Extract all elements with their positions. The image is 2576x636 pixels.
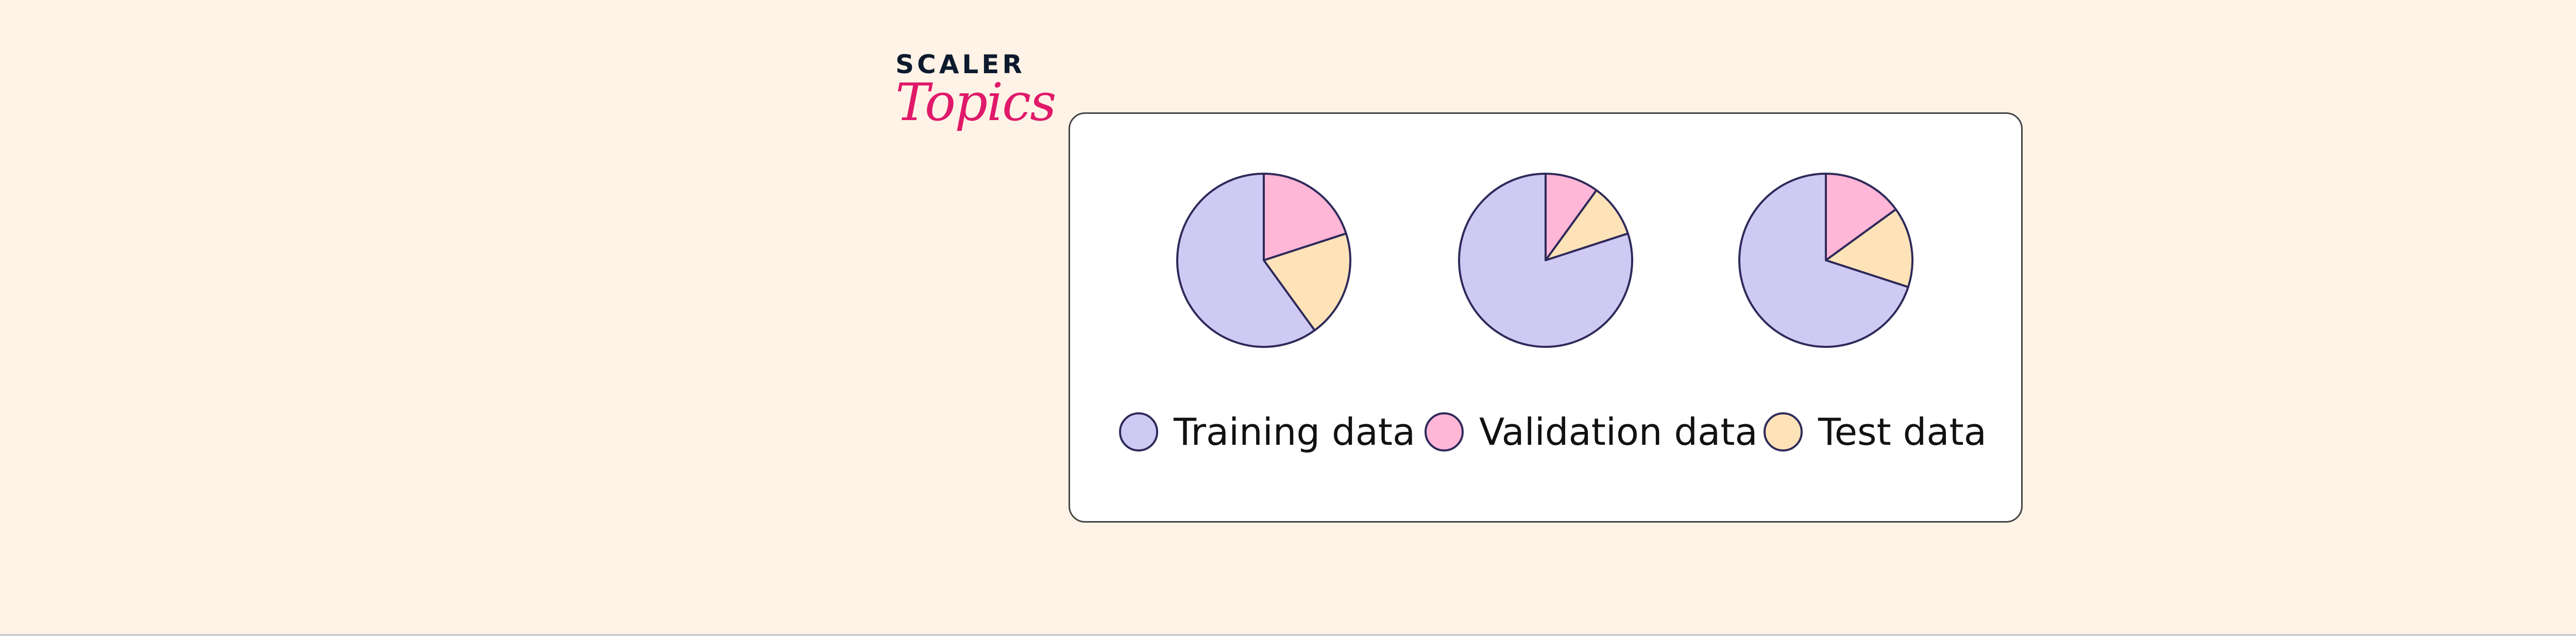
- legend-item-test: Test data: [1764, 406, 1987, 458]
- pie-slice-validation-data: [1545, 173, 1598, 261]
- pie-slice-test-data: [1545, 189, 1629, 261]
- pie-slice-test-data: [1263, 232, 1351, 331]
- legend-label: Validation data: [1479, 410, 1758, 454]
- logo-scaler-text: SCALER: [895, 49, 1025, 79]
- legend-item-training: Training data: [1119, 406, 1415, 458]
- pie-slice-validation-data: [1825, 173, 1897, 261]
- pie-chart-1: [1176, 173, 1351, 348]
- pie-chart-2: [1458, 173, 1634, 348]
- legend-swatch-test: [1764, 412, 1803, 451]
- legend-item-validation: Validation data: [1425, 406, 1758, 458]
- pie-slice-test-data: [1825, 208, 1913, 288]
- logo-topics-text: Topics: [895, 72, 1056, 132]
- legend-label: Test data: [1818, 410, 1987, 454]
- pie-slice-training-data: [1458, 173, 1634, 348]
- pie-charts: [1176, 173, 1913, 348]
- legend-swatch-training: [1119, 412, 1158, 451]
- pie-chart-3: [1738, 173, 1913, 348]
- bottom-divider: [0, 634, 2576, 636]
- pie-slice-training-data: [1738, 173, 1909, 348]
- pie-slice-validation-data: [1263, 173, 1347, 261]
- legend-label: Training data: [1174, 410, 1416, 454]
- pie-slice-training-data: [1176, 173, 1316, 348]
- scaler-topics-logo: SCALER Topics: [895, 49, 1056, 153]
- legend-swatch-validation: [1425, 412, 1464, 451]
